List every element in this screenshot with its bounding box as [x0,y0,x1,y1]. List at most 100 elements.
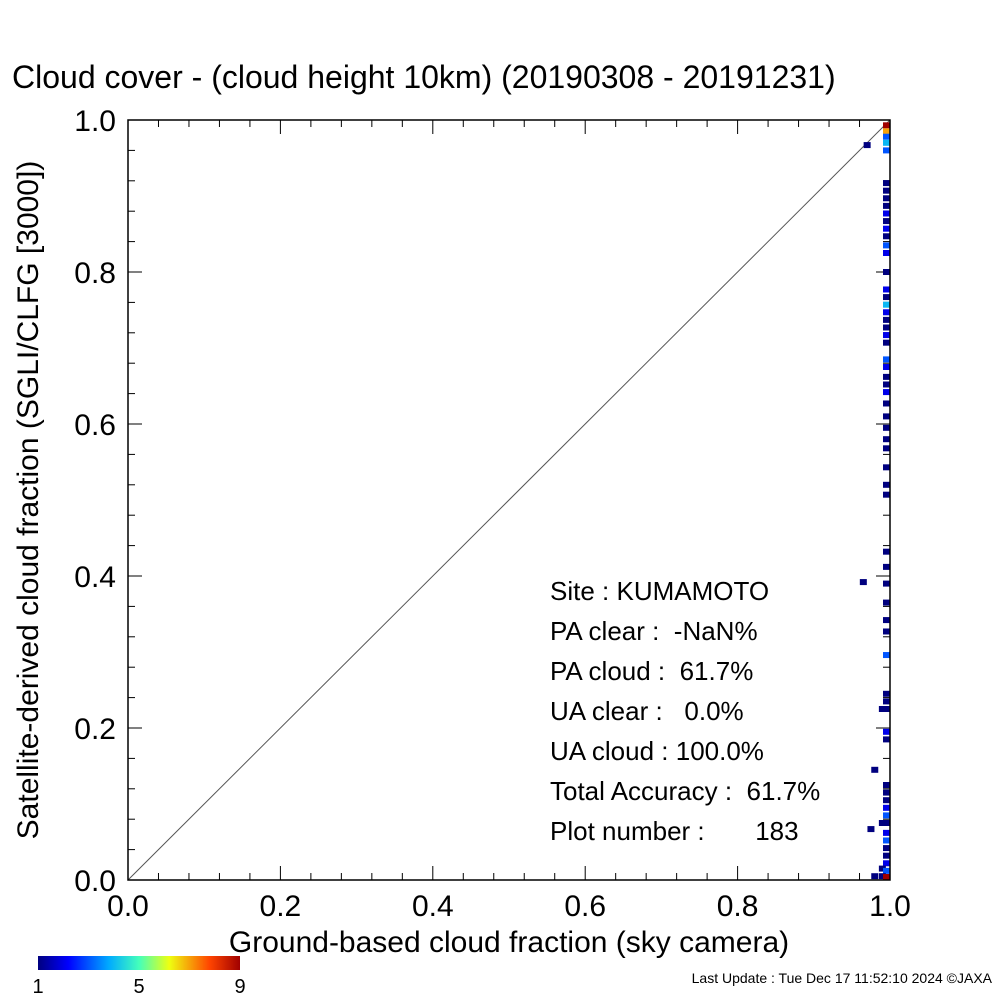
data-point [883,789,890,796]
y-tick-label: 1.0 [74,105,116,138]
data-point [883,736,890,743]
data-point [883,424,890,431]
data-point [883,580,890,587]
data-point [883,210,890,217]
statistics-panel: Site : KUMAMOTO PA clear : -NaN% PA cloud … [550,576,820,846]
data-point [883,837,890,844]
data-point [883,698,890,705]
data-point [883,356,890,363]
data-point [883,242,890,249]
data-point [883,481,890,488]
x-tick-labels: 0.0 0.2 0.4 0.6 0.8 1.0 [107,890,911,923]
data-point [883,563,890,570]
data-point [883,599,890,606]
data-point [883,269,890,275]
data-point [883,617,890,624]
data-point [883,339,890,346]
data-point [871,873,879,880]
y-tick-label: 0.2 [74,713,116,746]
data-point [883,332,890,339]
y-axis-label: Satellite-derived cloud fraction (SGLI/C… [12,161,45,840]
data-point [883,491,890,498]
data-point [883,852,890,859]
data-point [883,225,890,232]
data-point [883,548,890,555]
stat-line: PA clear : -NaN% [550,616,758,646]
data-point [883,845,890,852]
data-point [883,782,890,788]
chart-title: Cloud cover - (cloud height 10km) (20190… [12,59,836,95]
data-point [883,728,890,735]
data-point [883,139,890,146]
y-tick-label: 0.6 [74,409,116,442]
data-point [883,364,890,370]
data-point [883,464,890,471]
footer-last-update: Last Update : Tue Dec 17 11:52:10 2024 ©… [692,970,993,986]
reference-diagonal-line [127,119,891,881]
data-point [883,652,890,659]
y-tick-labels: 0.0 0.2 0.4 0.6 0.8 1.0 [74,105,116,898]
data-point [883,804,890,811]
x-axis-label: Ground-based cloud fraction (sky camera) [229,926,789,959]
stat-line: UA clear : 0.0% [550,696,744,726]
stat-line: UA cloud : 100.0% [550,736,764,766]
y-tick-label: 0.8 [74,257,116,290]
data-point [883,413,890,420]
data-point [883,301,890,308]
data-point [883,381,890,388]
x-tick-label: 1.0 [869,890,911,923]
x-tick-label: 0.2 [260,890,302,923]
stat-line: Site : KUMAMOTO [550,576,769,606]
data-point [883,133,890,140]
data-point [883,128,890,135]
data-point [883,706,890,712]
data-point [883,628,890,635]
colorbar-tick-label: 9 [234,976,245,998]
data-point [883,436,890,443]
data-point [883,860,890,867]
data-point [878,865,886,872]
x-tick-label: 0.0 [107,890,149,923]
data-point [859,579,867,586]
colorbar-labels: 1 5 9 [32,976,245,998]
data-point [883,250,890,256]
data-point [883,294,890,301]
data-point [883,309,890,316]
data-point [883,180,890,187]
data-point [883,867,890,874]
data-point [878,820,886,826]
data-point [883,195,890,202]
data-point [883,874,890,880]
data-points [859,122,890,880]
data-point [883,820,890,826]
colorbar-tick-label: 1 [32,976,43,998]
colorbar-tick-label: 5 [133,976,144,998]
x-tick-label: 0.8 [717,890,759,923]
data-point [883,316,890,323]
y-tick-label: 0.4 [74,561,116,594]
data-point [878,706,886,712]
data-point [883,233,890,240]
data-point [883,812,890,819]
data-point [883,445,890,452]
x-tick-label: 0.4 [412,890,454,923]
x-tick-label: 0.6 [564,890,606,923]
stat-line: Total Accuracy : 61.7% [550,776,820,806]
plot-frame [127,119,891,881]
data-point [863,142,871,149]
data-point [878,873,886,880]
data-point [883,324,890,331]
data-point [883,202,890,209]
data-point [871,766,879,773]
stat-line: Plot number : 183 [550,816,799,846]
stat-line: PA cloud : 61.7% [550,656,753,686]
data-point [883,373,890,380]
data-point [883,797,890,804]
data-point [883,389,890,396]
data-point [867,826,875,833]
data-point [883,218,890,225]
data-point [883,187,890,194]
data-point [883,147,890,154]
data-point [883,829,890,836]
